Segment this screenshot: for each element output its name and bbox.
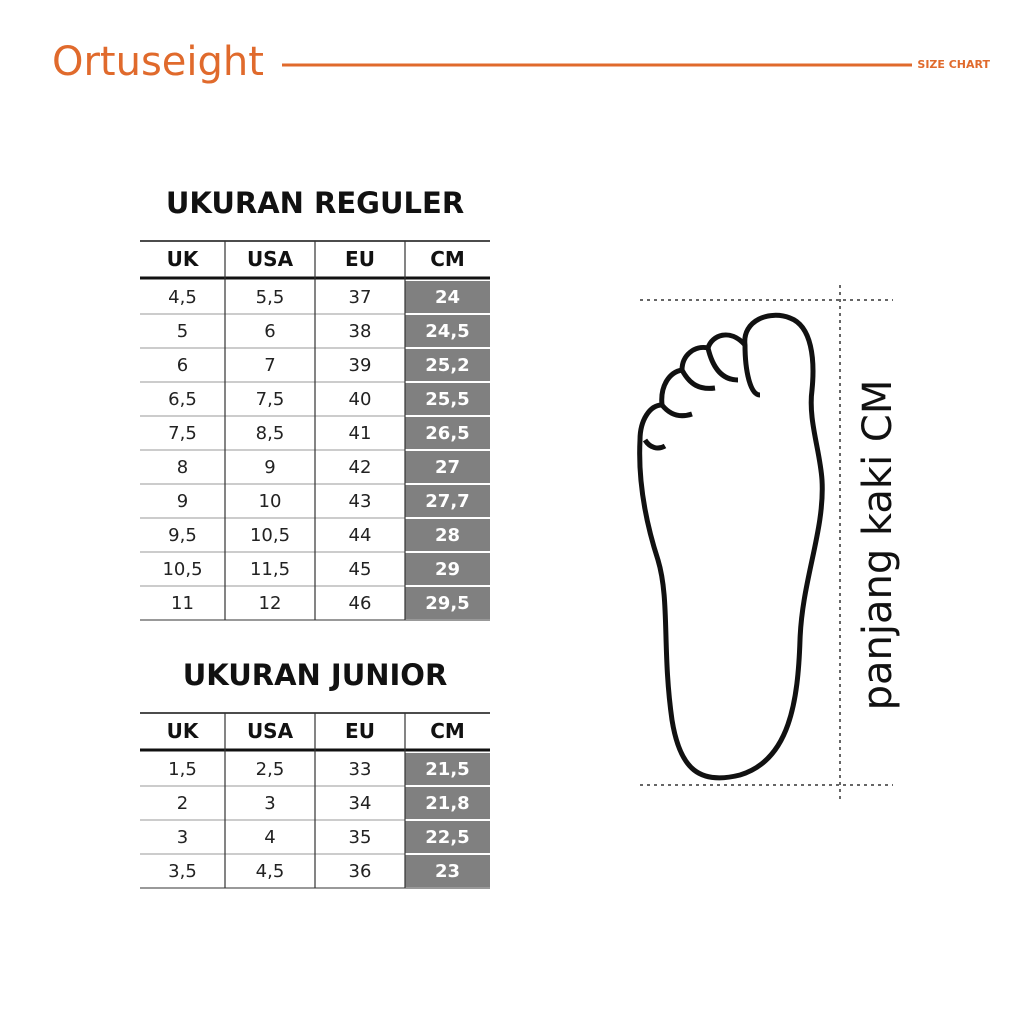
cm-value: 21,5 — [425, 759, 469, 780]
size-value: 1,5 — [168, 759, 197, 780]
column-header: USA — [247, 719, 294, 743]
size-value: 9 — [177, 491, 188, 512]
size-value: 38 — [349, 321, 372, 342]
table-title: UKURAN REGULER — [166, 186, 464, 220]
cm-cell — [405, 485, 490, 517]
size-value: 6 — [177, 355, 188, 376]
cm-value: 26,5 — [425, 423, 469, 444]
cm-value: 27 — [435, 457, 460, 478]
cm-cell — [405, 787, 490, 819]
size-value: 3,5 — [168, 861, 197, 882]
cm-value: 29 — [435, 559, 460, 580]
cm-value: 25,2 — [425, 355, 469, 376]
cm-cell — [405, 855, 490, 887]
size-value: 6 — [264, 321, 275, 342]
logo: Ortuseight — [52, 39, 264, 85]
cm-cell — [405, 417, 490, 449]
size-value: 42 — [349, 457, 372, 478]
column-header: CM — [430, 247, 465, 271]
size-value: 5 — [177, 321, 188, 342]
size-value: 36 — [349, 861, 372, 882]
cm-value: 25,5 — [425, 389, 469, 410]
header-label: SIZE CHART — [917, 58, 990, 71]
size-value: 7,5 — [168, 423, 197, 444]
size-value: 45 — [349, 559, 372, 580]
cm-cell — [405, 753, 490, 785]
size-value: 9,5 — [168, 525, 197, 546]
cm-cell — [405, 451, 490, 483]
cm-cell — [405, 315, 490, 347]
size-value: 7,5 — [256, 389, 285, 410]
size-value: 34 — [349, 793, 372, 814]
size-value: 8,5 — [256, 423, 285, 444]
size-value: 9 — [264, 457, 275, 478]
size-value: 39 — [349, 355, 372, 376]
cm-value: 23 — [435, 861, 460, 882]
size-value: 2,5 — [256, 759, 285, 780]
size-value: 4 — [264, 827, 275, 848]
cm-value: 28 — [435, 525, 460, 546]
cm-value: 21,8 — [425, 793, 469, 814]
size-value: 4,5 — [168, 287, 197, 308]
cm-cell — [405, 519, 490, 551]
size-value: 3 — [264, 793, 275, 814]
size-value: 4,5 — [256, 861, 285, 882]
foot-label: panjang kaki CM — [855, 380, 901, 711]
size-value: 10 — [259, 491, 282, 512]
cm-cell — [405, 349, 490, 381]
size-value: 33 — [349, 759, 372, 780]
size-value: 12 — [259, 593, 282, 614]
size-value: 11,5 — [250, 559, 290, 580]
size-value: 6,5 — [168, 389, 197, 410]
size-value: 5,5 — [256, 287, 285, 308]
column-header: CM — [430, 719, 465, 743]
size-value: 11 — [171, 593, 194, 614]
column-header: USA — [247, 247, 294, 271]
size-value: 40 — [349, 389, 372, 410]
size-value: 3 — [177, 827, 188, 848]
column-header: UK — [167, 247, 200, 271]
cm-value: 29,5 — [425, 593, 469, 614]
cm-cell — [405, 383, 490, 415]
size-value: 46 — [349, 593, 372, 614]
column-header: EU — [345, 247, 375, 271]
cm-value: 24 — [435, 287, 460, 308]
cm-value: 24,5 — [425, 321, 469, 342]
size-value: 41 — [349, 423, 372, 444]
size-value: 10,5 — [162, 559, 202, 580]
size-value: 44 — [349, 525, 372, 546]
size-value: 8 — [177, 457, 188, 478]
table-title: UKURAN JUNIOR — [183, 658, 448, 692]
cm-value: 22,5 — [425, 827, 469, 848]
cm-cell — [405, 281, 490, 313]
cm-cell — [405, 553, 490, 585]
cm-cell — [405, 587, 490, 619]
foot-figure — [637, 285, 893, 800]
size-value: 10,5 — [250, 525, 290, 546]
size-value: 7 — [264, 355, 275, 376]
column-header: EU — [345, 719, 375, 743]
cm-cell — [405, 821, 490, 853]
size-value: 35 — [349, 827, 372, 848]
size-value: 37 — [349, 287, 372, 308]
size-value: 43 — [349, 491, 372, 512]
cm-value: 27,7 — [425, 491, 469, 512]
column-header: UK — [167, 719, 200, 743]
size-value: 2 — [177, 793, 188, 814]
